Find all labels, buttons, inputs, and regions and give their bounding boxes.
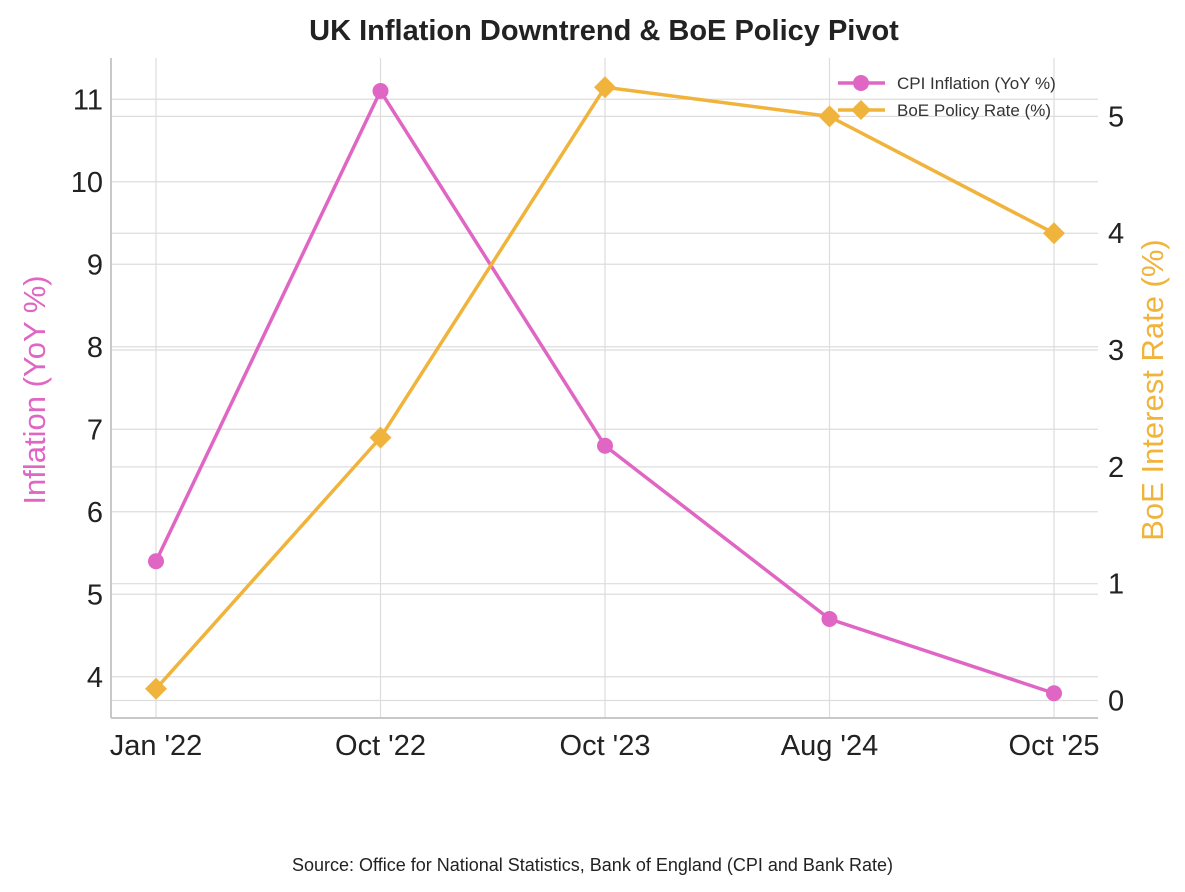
right-y-ticks: 0 1 2 3 4 5 <box>1108 101 1124 717</box>
boe-rate-series <box>145 76 1065 700</box>
gridlines <box>111 58 1098 718</box>
axes <box>110 58 1098 719</box>
left-y-tick-label: 8 <box>87 332 103 364</box>
boe-rate-point <box>1043 222 1065 245</box>
boe-rate-legend-marker <box>851 100 871 120</box>
boe-rate-point <box>369 426 392 449</box>
x-tick-label: Oct '23 <box>560 730 651 762</box>
left-y-tick-label: 11 <box>73 84 103 116</box>
left-y-tick-label: 10 <box>71 167 103 199</box>
cpi-point <box>372 83 389 99</box>
right-y-tick-label: 5 <box>1108 101 1124 133</box>
x-tick-label: Aug '24 <box>781 730 878 762</box>
left-y-tick-label: 6 <box>87 497 103 529</box>
chart-title: UK Inflation Downtrend & BoE Policy Pivo… <box>309 15 899 47</box>
right-y-tick-label: 0 <box>1108 685 1124 717</box>
legend: CPI Inflation (YoY %) BoE Policy Rate (%) <box>838 74 1056 120</box>
cpi-point <box>148 553 164 570</box>
boe-rate-legend-label: BoE Policy Rate (%) <box>897 101 1051 120</box>
boe-rate-point <box>594 76 616 99</box>
cpi-legend-label: CPI Inflation (YoY %) <box>897 74 1056 93</box>
left-y-tick-label: 7 <box>87 414 103 446</box>
left-y-tick-label: 4 <box>87 662 103 694</box>
right-y-tick-label: 2 <box>1108 452 1124 484</box>
source-note: Source: Office for National Statistics, … <box>292 855 893 875</box>
x-tick-label: Oct '22 <box>335 730 426 762</box>
left-y-tick-label: 9 <box>87 249 103 281</box>
cpi-legend-marker <box>853 75 869 91</box>
cpi-point <box>597 437 613 454</box>
boe-rate-point <box>818 105 841 128</box>
cpi-series <box>148 83 1062 702</box>
cpi-point <box>821 611 838 627</box>
right-y-tick-label: 1 <box>1108 569 1124 601</box>
boe-rate-point <box>145 677 167 700</box>
left-y-axis-label: Inflation (YoY %) <box>17 275 52 504</box>
right-y-tick-label: 3 <box>1108 335 1124 367</box>
cpi-point <box>1046 685 1062 702</box>
series-layer <box>145 76 1065 702</box>
right-y-tick-label: 4 <box>1108 218 1124 250</box>
left-y-ticks: 4 5 6 7 8 9 10 11 <box>71 84 103 694</box>
x-tick-label: Jan '22 <box>110 730 203 762</box>
left-y-tick-label: 5 <box>87 579 103 611</box>
x-ticks: Jan '22 Oct '22 Oct '23 Aug '24 Oct '25 <box>110 730 1100 762</box>
right-y-axis-label: BoE Interest Rate (%) <box>1135 239 1170 541</box>
x-tick-label: Oct '25 <box>1009 730 1100 762</box>
